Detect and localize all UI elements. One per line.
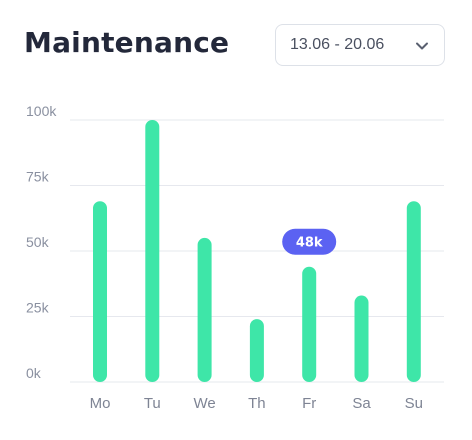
x-tick-label: Th bbox=[248, 395, 266, 412]
tooltip-bubble bbox=[282, 228, 337, 255]
y-tick-label: 25k bbox=[26, 300, 50, 316]
bar-sa[interactable] bbox=[354, 295, 369, 382]
y-tick-label: 50k bbox=[26, 234, 50, 250]
bar-th[interactable] bbox=[249, 319, 264, 382]
widget-title: Maintenance bbox=[24, 26, 230, 59]
bar-mo[interactable] bbox=[93, 201, 107, 382]
bar-fr[interactable] bbox=[302, 266, 317, 382]
chevron-down-icon bbox=[416, 42, 428, 50]
bar-we[interactable] bbox=[197, 237, 212, 382]
x-tick-label: We bbox=[193, 395, 215, 412]
date-range-select[interactable]: 13.06 - 20.06 bbox=[275, 24, 445, 66]
x-tick-label: Sa bbox=[352, 395, 371, 412]
x-tick-label: Fr bbox=[302, 395, 316, 412]
date-range-value: 13.06 - 20.06 bbox=[290, 36, 385, 53]
x-tick-label: Tu bbox=[144, 395, 161, 412]
bar-tu[interactable] bbox=[145, 120, 160, 382]
bar-su[interactable] bbox=[406, 201, 421, 382]
x-tick-label: Su bbox=[405, 395, 423, 412]
y-tick-label: 0k bbox=[26, 365, 42, 381]
y-tick-label: 100k bbox=[26, 103, 57, 119]
tooltip-label: 48k bbox=[296, 236, 323, 251]
x-tick-label: Mo bbox=[90, 395, 111, 412]
y-tick-label: 75k bbox=[26, 169, 50, 185]
value-tooltip: 48k bbox=[282, 228, 337, 255]
